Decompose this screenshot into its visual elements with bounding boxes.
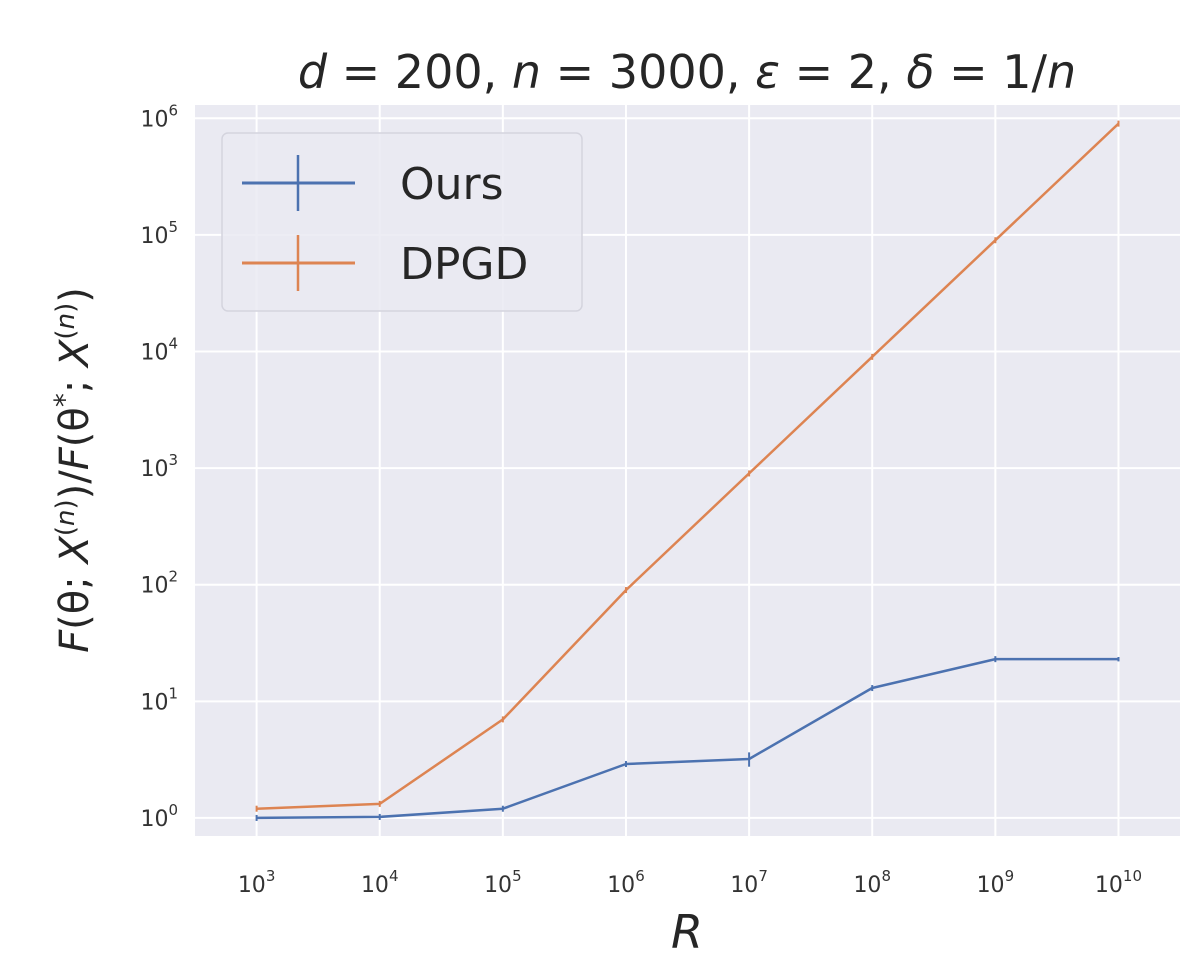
y-tick-exponent: 6 xyxy=(168,101,178,119)
x-tick-exponent: 8 xyxy=(881,867,891,885)
x-tick-label: 105 xyxy=(484,867,522,898)
y-tick-base: 10 xyxy=(140,224,168,249)
x-tick-exponent: 7 xyxy=(758,867,768,885)
x-tick-base: 10 xyxy=(238,873,266,898)
x-tick-exponent: 10 xyxy=(1123,867,1142,885)
series-dpgd xyxy=(255,120,1120,812)
legend-box xyxy=(221,132,583,312)
x-tick-label: 108 xyxy=(853,867,891,898)
y-tick-label: 103 xyxy=(140,451,178,482)
y-tick-base: 10 xyxy=(140,574,168,599)
x-axis-label: R xyxy=(671,905,703,959)
x-tick-label: 109 xyxy=(977,867,1015,898)
x-tick-label: 107 xyxy=(730,867,768,898)
x-tick-label: 104 xyxy=(361,867,399,898)
x-tick-base: 10 xyxy=(1095,873,1123,898)
x-tick-label: 103 xyxy=(238,867,276,898)
legend-item-dpgd: DPGD xyxy=(242,235,528,291)
series-layer xyxy=(255,120,1120,821)
x-tick-base: 10 xyxy=(607,873,635,898)
x-tick-exponent: 5 xyxy=(512,867,522,885)
x-tick-base: 10 xyxy=(977,873,1005,898)
y-tick-label: 106 xyxy=(140,101,178,132)
y-tick-exponent: 0 xyxy=(168,801,178,819)
x-tick-base: 10 xyxy=(484,873,512,898)
x-tick-base: 10 xyxy=(730,873,758,898)
x-tick-base: 10 xyxy=(361,873,389,898)
legend-label: DPGD xyxy=(400,239,528,290)
y-tick-label: 104 xyxy=(140,335,178,366)
x-tick-exponent: 3 xyxy=(266,867,276,885)
y-tick-label: 105 xyxy=(140,218,178,249)
series-line-ours xyxy=(256,657,1119,820)
y-tick-exponent: 1 xyxy=(168,684,178,702)
y-tick-exponent: 2 xyxy=(168,568,178,586)
y-tick-label: 102 xyxy=(140,568,178,599)
y-tick-exponent: 3 xyxy=(168,451,178,469)
legend-label: Ours xyxy=(400,159,504,210)
x-tick-label: 1010 xyxy=(1095,867,1142,898)
x-tick-label: 106 xyxy=(607,867,645,898)
x-tick-base: 10 xyxy=(853,873,881,898)
x-tick-exponent: 6 xyxy=(635,867,645,885)
x-tick-labels: 103 104 105 106 107 108 109 1010 xyxy=(238,867,1142,898)
y-tick-label: 101 xyxy=(140,684,178,715)
y-tick-base: 10 xyxy=(140,341,168,366)
x-tick-exponent: 9 xyxy=(1005,867,1015,885)
series-line-dpgd xyxy=(256,122,1120,810)
y-tick-label: 100 xyxy=(140,801,178,832)
legend: Ours DPGD xyxy=(221,132,583,312)
y-tick-base: 10 xyxy=(140,807,168,832)
y-tick-base: 10 xyxy=(140,457,168,482)
legend-item-ours: Ours xyxy=(242,155,504,211)
y-tick-exponent: 5 xyxy=(168,218,178,236)
chart-title: d = 200, n = 3000, ε = 2, δ = 1/n xyxy=(298,45,1076,99)
y-tick-base: 10 xyxy=(140,690,168,715)
x-tick-exponent: 4 xyxy=(389,867,399,885)
series-ours xyxy=(255,656,1120,821)
y-tick-exponent: 4 xyxy=(168,335,178,353)
y-tick-base: 10 xyxy=(140,107,168,132)
y-axis-label: F(θ; X(n))/F(θ*; X(n)) xyxy=(48,287,98,653)
